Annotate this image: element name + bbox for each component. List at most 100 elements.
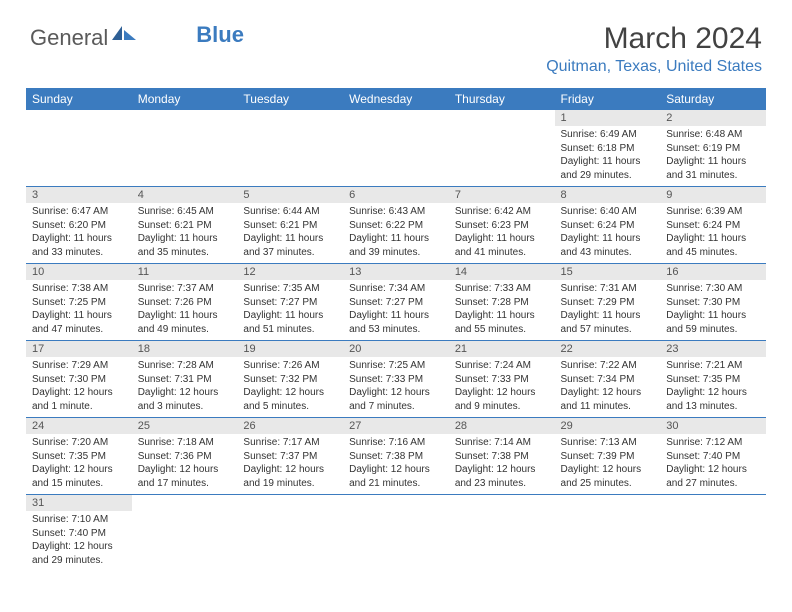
day-number: 4 <box>132 187 238 203</box>
calendar-day: 19Sunrise: 7:26 AMSunset: 7:32 PMDayligh… <box>237 341 343 418</box>
calendar-day: 21Sunrise: 7:24 AMSunset: 7:33 PMDayligh… <box>449 341 555 418</box>
calendar-empty-cell <box>132 110 238 187</box>
day-number: 14 <box>449 264 555 280</box>
day-info: Sunrise: 7:21 AMSunset: 7:35 PMDaylight:… <box>660 357 766 417</box>
day-number: 6 <box>343 187 449 203</box>
day-info: Sunrise: 6:48 AMSunset: 6:19 PMDaylight:… <box>660 126 766 186</box>
day-info: Sunrise: 7:38 AMSunset: 7:25 PMDaylight:… <box>26 280 132 340</box>
calendar-day: 31Sunrise: 7:10 AMSunset: 7:40 PMDayligh… <box>26 495 132 572</box>
day-number: 1 <box>555 110 661 126</box>
day-number: 25 <box>132 418 238 434</box>
day-number: 19 <box>237 341 343 357</box>
calendar-empty-cell <box>343 495 449 572</box>
day-number: 26 <box>237 418 343 434</box>
title-block: March 2024 Quitman, Texas, United States <box>546 22 762 76</box>
logo-text-blue: Blue <box>196 22 244 48</box>
calendar-row: 3Sunrise: 6:47 AMSunset: 6:20 PMDaylight… <box>26 187 766 264</box>
calendar-table: Sunday Monday Tuesday Wednesday Thursday… <box>26 88 766 571</box>
day-info: Sunrise: 7:22 AMSunset: 7:34 PMDaylight:… <box>555 357 661 417</box>
day-number: 15 <box>555 264 661 280</box>
calendar-day: 23Sunrise: 7:21 AMSunset: 7:35 PMDayligh… <box>660 341 766 418</box>
day-info: Sunrise: 6:39 AMSunset: 6:24 PMDaylight:… <box>660 203 766 263</box>
weekday-header-row: Sunday Monday Tuesday Wednesday Thursday… <box>26 88 766 110</box>
calendar-day: 7Sunrise: 6:42 AMSunset: 6:23 PMDaylight… <box>449 187 555 264</box>
day-number: 22 <box>555 341 661 357</box>
calendar-day: 3Sunrise: 6:47 AMSunset: 6:20 PMDaylight… <box>26 187 132 264</box>
calendar-day: 16Sunrise: 7:30 AMSunset: 7:30 PMDayligh… <box>660 264 766 341</box>
day-info: Sunrise: 7:31 AMSunset: 7:29 PMDaylight:… <box>555 280 661 340</box>
calendar-empty-cell <box>343 110 449 187</box>
calendar-day: 2Sunrise: 6:48 AMSunset: 6:19 PMDaylight… <box>660 110 766 187</box>
logo: General Blue <box>30 22 244 54</box>
day-info: Sunrise: 7:20 AMSunset: 7:35 PMDaylight:… <box>26 434 132 494</box>
day-info: Sunrise: 7:35 AMSunset: 7:27 PMDaylight:… <box>237 280 343 340</box>
calendar-empty-cell <box>449 495 555 572</box>
day-info: Sunrise: 7:37 AMSunset: 7:26 PMDaylight:… <box>132 280 238 340</box>
day-info: Sunrise: 7:10 AMSunset: 7:40 PMDaylight:… <box>26 511 132 571</box>
day-info: Sunrise: 6:42 AMSunset: 6:23 PMDaylight:… <box>449 203 555 263</box>
calendar-day: 13Sunrise: 7:34 AMSunset: 7:27 PMDayligh… <box>343 264 449 341</box>
calendar-row: 10Sunrise: 7:38 AMSunset: 7:25 PMDayligh… <box>26 264 766 341</box>
day-number: 31 <box>26 495 132 511</box>
day-info: Sunrise: 7:12 AMSunset: 7:40 PMDaylight:… <box>660 434 766 494</box>
day-info: Sunrise: 6:45 AMSunset: 6:21 PMDaylight:… <box>132 203 238 263</box>
day-info: Sunrise: 7:30 AMSunset: 7:30 PMDaylight:… <box>660 280 766 340</box>
day-info: Sunrise: 7:34 AMSunset: 7:27 PMDaylight:… <box>343 280 449 340</box>
day-number: 21 <box>449 341 555 357</box>
weekday-header: Wednesday <box>343 88 449 110</box>
day-number: 16 <box>660 264 766 280</box>
day-number: 29 <box>555 418 661 434</box>
calendar-day: 10Sunrise: 7:38 AMSunset: 7:25 PMDayligh… <box>26 264 132 341</box>
weekday-header: Friday <box>555 88 661 110</box>
calendar-row: 1Sunrise: 6:49 AMSunset: 6:18 PMDaylight… <box>26 110 766 187</box>
day-number: 10 <box>26 264 132 280</box>
day-number: 13 <box>343 264 449 280</box>
day-info: Sunrise: 6:40 AMSunset: 6:24 PMDaylight:… <box>555 203 661 263</box>
weekday-header: Thursday <box>449 88 555 110</box>
day-info: Sunrise: 7:25 AMSunset: 7:33 PMDaylight:… <box>343 357 449 417</box>
calendar-day: 25Sunrise: 7:18 AMSunset: 7:36 PMDayligh… <box>132 418 238 495</box>
calendar-day: 30Sunrise: 7:12 AMSunset: 7:40 PMDayligh… <box>660 418 766 495</box>
calendar-day: 1Sunrise: 6:49 AMSunset: 6:18 PMDaylight… <box>555 110 661 187</box>
day-number: 11 <box>132 264 238 280</box>
day-number: 2 <box>660 110 766 126</box>
calendar-day: 15Sunrise: 7:31 AMSunset: 7:29 PMDayligh… <box>555 264 661 341</box>
day-info: Sunrise: 7:33 AMSunset: 7:28 PMDaylight:… <box>449 280 555 340</box>
calendar-day: 28Sunrise: 7:14 AMSunset: 7:38 PMDayligh… <box>449 418 555 495</box>
calendar-day: 29Sunrise: 7:13 AMSunset: 7:39 PMDayligh… <box>555 418 661 495</box>
calendar-empty-cell <box>26 110 132 187</box>
day-info: Sunrise: 7:28 AMSunset: 7:31 PMDaylight:… <box>132 357 238 417</box>
day-info: Sunrise: 6:43 AMSunset: 6:22 PMDaylight:… <box>343 203 449 263</box>
logo-sail-icon <box>110 22 138 48</box>
weekday-header: Sunday <box>26 88 132 110</box>
calendar-day: 22Sunrise: 7:22 AMSunset: 7:34 PMDayligh… <box>555 341 661 418</box>
day-number: 9 <box>660 187 766 203</box>
calendar-day: 18Sunrise: 7:28 AMSunset: 7:31 PMDayligh… <box>132 341 238 418</box>
calendar-day: 11Sunrise: 7:37 AMSunset: 7:26 PMDayligh… <box>132 264 238 341</box>
day-info: Sunrise: 6:44 AMSunset: 6:21 PMDaylight:… <box>237 203 343 263</box>
calendar-day: 27Sunrise: 7:16 AMSunset: 7:38 PMDayligh… <box>343 418 449 495</box>
day-info: Sunrise: 7:16 AMSunset: 7:38 PMDaylight:… <box>343 434 449 494</box>
day-number: 7 <box>449 187 555 203</box>
weekday-header: Tuesday <box>237 88 343 110</box>
day-info: Sunrise: 6:49 AMSunset: 6:18 PMDaylight:… <box>555 126 661 186</box>
day-number: 28 <box>449 418 555 434</box>
day-info: Sunrise: 7:29 AMSunset: 7:30 PMDaylight:… <box>26 357 132 417</box>
day-info: Sunrise: 7:13 AMSunset: 7:39 PMDaylight:… <box>555 434 661 494</box>
calendar-day: 24Sunrise: 7:20 AMSunset: 7:35 PMDayligh… <box>26 418 132 495</box>
day-number: 24 <box>26 418 132 434</box>
calendar-day: 9Sunrise: 6:39 AMSunset: 6:24 PMDaylight… <box>660 187 766 264</box>
day-number: 30 <box>660 418 766 434</box>
day-info: Sunrise: 7:26 AMSunset: 7:32 PMDaylight:… <box>237 357 343 417</box>
header: General Blue March 2024 Quitman, Texas, … <box>0 0 792 84</box>
calendar-row: 17Sunrise: 7:29 AMSunset: 7:30 PMDayligh… <box>26 341 766 418</box>
calendar-day: 17Sunrise: 7:29 AMSunset: 7:30 PMDayligh… <box>26 341 132 418</box>
calendar-empty-cell <box>237 110 343 187</box>
day-number: 8 <box>555 187 661 203</box>
calendar-day: 6Sunrise: 6:43 AMSunset: 6:22 PMDaylight… <box>343 187 449 264</box>
day-info: Sunrise: 7:24 AMSunset: 7:33 PMDaylight:… <box>449 357 555 417</box>
calendar-day: 26Sunrise: 7:17 AMSunset: 7:37 PMDayligh… <box>237 418 343 495</box>
day-number: 17 <box>26 341 132 357</box>
calendar-day: 5Sunrise: 6:44 AMSunset: 6:21 PMDaylight… <box>237 187 343 264</box>
month-title: March 2024 <box>546 22 762 56</box>
